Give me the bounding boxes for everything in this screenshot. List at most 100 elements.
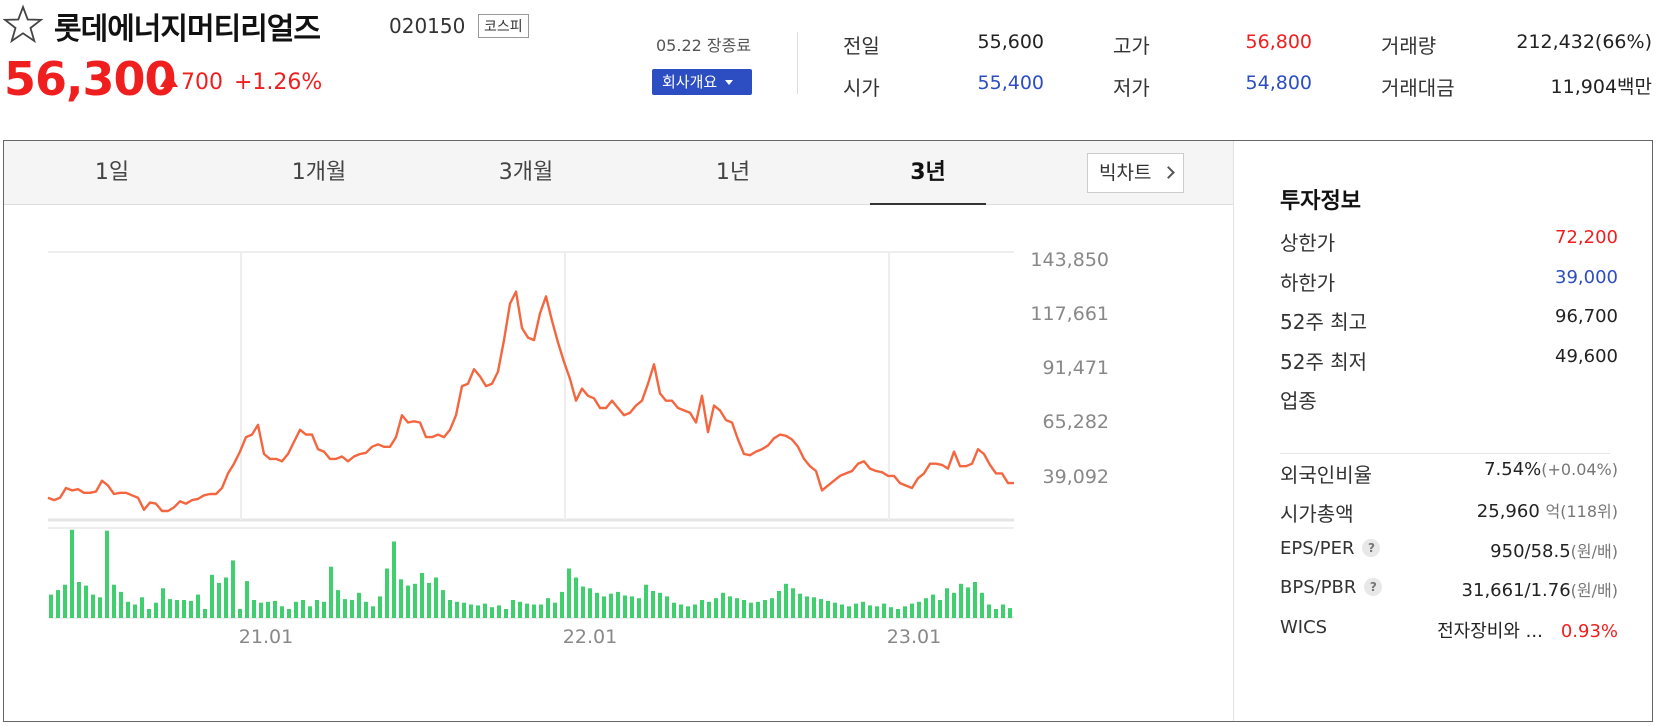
volume-bar bbox=[420, 573, 424, 618]
x-tick-label: 22.01 bbox=[563, 626, 617, 648]
foreign-ratio-value: 7.54% bbox=[1484, 459, 1542, 480]
volume-bar bbox=[924, 598, 928, 618]
volume-bar bbox=[231, 560, 235, 618]
volume-bar bbox=[770, 598, 774, 618]
volume-bar bbox=[749, 602, 753, 618]
star-icon[interactable] bbox=[3, 4, 43, 44]
volume-bar bbox=[196, 594, 200, 618]
big-chart-button[interactable]: 빅차트 bbox=[1087, 153, 1184, 193]
volume-bar bbox=[882, 603, 886, 618]
eps-per-label-text: EPS/PER bbox=[1280, 538, 1355, 559]
foreign-ratio-label: 외국인비율 bbox=[1280, 463, 1372, 487]
volume-bar bbox=[686, 606, 690, 618]
trade-amount-label: 거래대금 bbox=[1381, 76, 1455, 100]
wics-label: WICS bbox=[1280, 617, 1328, 638]
volume-bar bbox=[308, 606, 312, 618]
volume-bar bbox=[161, 588, 165, 618]
price-change-rate: +1.26% bbox=[234, 70, 323, 95]
tab-3-year[interactable]: 3년 bbox=[870, 141, 986, 205]
volume-bar bbox=[917, 601, 921, 618]
52w-high-value: 96,700 bbox=[1555, 306, 1618, 327]
volume-bar bbox=[721, 592, 725, 618]
volume-bar bbox=[294, 601, 298, 618]
volume-bar bbox=[315, 600, 319, 618]
volume-bar bbox=[945, 588, 949, 618]
volume-bar bbox=[707, 601, 711, 618]
volume-bar bbox=[385, 568, 389, 618]
volume-bar bbox=[224, 577, 228, 618]
prev-close-label: 전일 bbox=[843, 34, 880, 58]
volume-bar bbox=[154, 602, 158, 618]
volume-bar bbox=[140, 597, 144, 618]
volume-bar bbox=[896, 609, 900, 618]
volume-bar bbox=[399, 579, 403, 618]
volume-bar bbox=[49, 594, 53, 618]
volume-bar bbox=[581, 586, 585, 618]
stock-chart[interactable]: 21.01 22.01 23.01 143,850 117,661 91,471 65,28… bbox=[4, 205, 1232, 720]
volume-bar bbox=[126, 601, 130, 618]
volume-bar bbox=[91, 594, 95, 618]
volume-bar bbox=[497, 605, 501, 618]
volume-bar bbox=[455, 601, 459, 618]
bps-pbr-unit: (원/배) bbox=[1570, 581, 1618, 600]
period-tabs: 1일 1개월 3개월 1년 3년 빅차트 bbox=[4, 141, 1234, 205]
y-tick-label: 65,282 bbox=[1043, 411, 1109, 433]
volume-bar bbox=[952, 592, 956, 618]
volume-bar bbox=[532, 604, 536, 618]
tab-1-month[interactable]: 1개월 bbox=[291, 160, 347, 185]
volume-bar bbox=[826, 600, 830, 618]
invest-info-title: 투자정보 bbox=[1280, 189, 1361, 214]
current-price: 56,300 bbox=[4, 52, 177, 106]
volume-bar bbox=[735, 598, 739, 618]
52w-low-value: 49,600 bbox=[1555, 346, 1618, 367]
volume-bar bbox=[252, 600, 256, 618]
volume-bar bbox=[889, 607, 893, 618]
volume-bar bbox=[112, 584, 116, 618]
volume-bar bbox=[77, 582, 81, 618]
tab-3-month[interactable]: 3개월 bbox=[498, 160, 554, 185]
upper-limit-value: 72,200 bbox=[1555, 227, 1618, 248]
volume-bar bbox=[413, 583, 417, 618]
volume-bar bbox=[217, 582, 221, 618]
volume-bar bbox=[574, 577, 578, 618]
x-tick-label: 21.01 bbox=[239, 626, 293, 648]
wics: 전자장비와 ... 0.93% bbox=[1437, 617, 1618, 643]
volume-bar bbox=[903, 606, 907, 618]
volume-bar bbox=[728, 596, 732, 618]
volume-bar bbox=[322, 601, 326, 618]
bps-pbr-value: 31,661/1.76 bbox=[1461, 580, 1571, 601]
volume-bar bbox=[819, 599, 823, 618]
upper-limit-label: 상한가 bbox=[1280, 231, 1336, 255]
wics-rate: 0.93% bbox=[1560, 621, 1618, 642]
volume-bar bbox=[490, 607, 494, 618]
market-cap-value: 25,960 bbox=[1476, 501, 1540, 522]
volume-bar bbox=[168, 599, 172, 618]
chevron-right-icon bbox=[1162, 166, 1175, 179]
volume-bar bbox=[364, 601, 368, 618]
volume-bar bbox=[777, 591, 781, 618]
company-overview-label: 회사개요 bbox=[662, 73, 718, 91]
company-overview-button[interactable]: 회사개요 bbox=[652, 69, 752, 95]
foreign-ratio: 7.54%(+0.04%) bbox=[1484, 459, 1618, 480]
volume-bar bbox=[406, 585, 410, 618]
market-cap: 25,960 억(118위) bbox=[1477, 498, 1618, 522]
market-cap-unit: 억 bbox=[1545, 502, 1561, 521]
volume-bar bbox=[994, 609, 998, 618]
low-price-label: 저가 bbox=[1113, 76, 1150, 100]
volume-bar bbox=[987, 604, 991, 618]
volume-bar bbox=[133, 604, 137, 618]
volume-bar bbox=[602, 596, 606, 618]
volume-bar bbox=[847, 606, 851, 618]
volume-bar bbox=[518, 601, 522, 618]
help-icon[interactable]: ? bbox=[1364, 578, 1383, 596]
volume-bar bbox=[980, 592, 984, 618]
tab-1-day[interactable]: 1일 bbox=[94, 160, 130, 185]
volume-bar bbox=[840, 604, 844, 618]
volume-bar bbox=[931, 594, 935, 618]
volume-bar bbox=[70, 529, 74, 618]
eps-per: 950/58.5(원/배) bbox=[1490, 538, 1618, 562]
wics-value[interactable]: 전자장비와 ... bbox=[1437, 621, 1543, 642]
help-icon[interactable]: ? bbox=[1362, 539, 1381, 557]
volume-bar bbox=[63, 584, 67, 618]
tab-1-year[interactable]: 1년 bbox=[715, 160, 751, 185]
